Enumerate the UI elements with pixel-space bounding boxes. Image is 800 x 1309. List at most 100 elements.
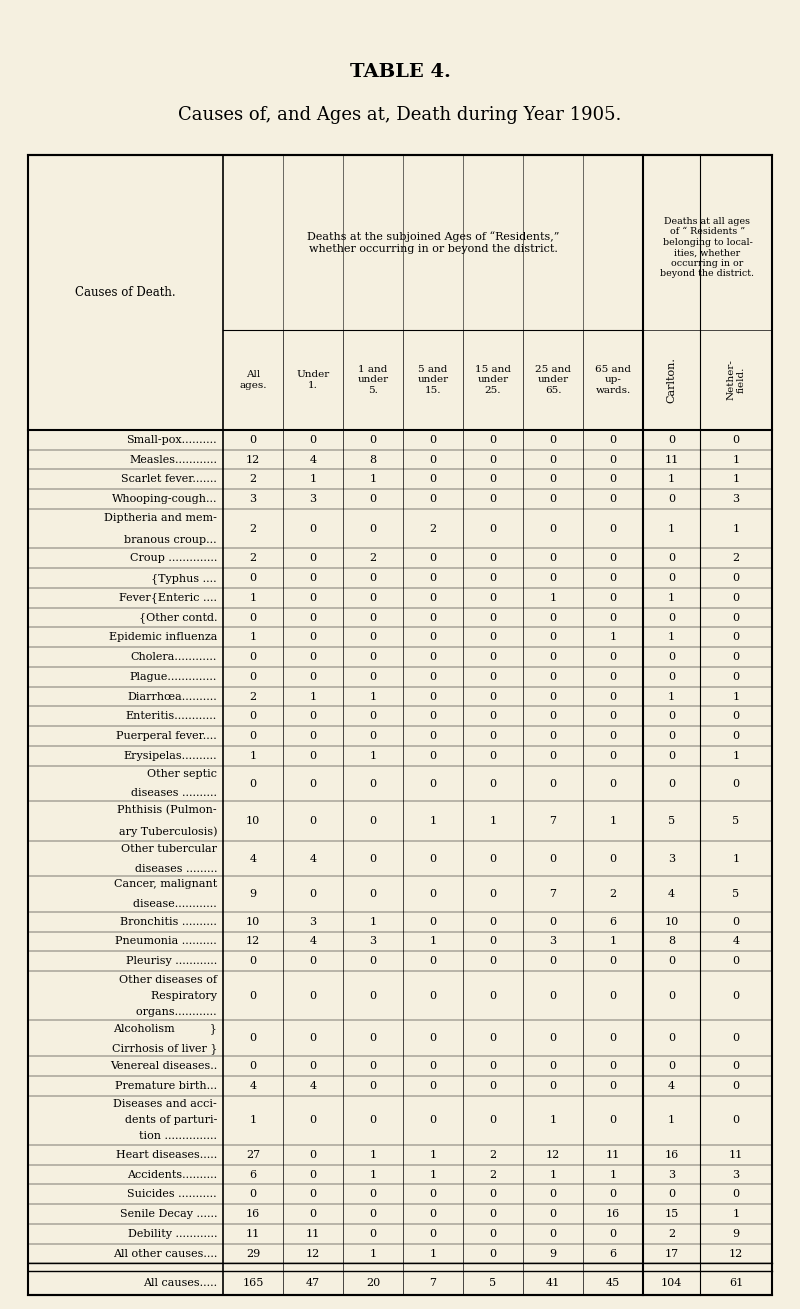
Text: 0: 0: [250, 573, 257, 583]
Text: 5: 5: [733, 816, 739, 826]
Text: 0: 0: [310, 573, 317, 583]
Text: 0: 0: [668, 554, 675, 563]
Text: 0: 0: [490, 524, 497, 534]
Text: 0: 0: [610, 554, 617, 563]
Text: 1: 1: [370, 474, 377, 484]
Text: 0: 0: [490, 751, 497, 761]
Text: 0: 0: [733, 1081, 739, 1090]
Text: 0: 0: [490, 1033, 497, 1043]
Text: 0: 0: [610, 672, 617, 682]
Text: 1: 1: [733, 524, 739, 534]
Text: 0: 0: [733, 672, 739, 682]
Text: 4: 4: [668, 889, 675, 899]
Text: 0: 0: [310, 1169, 317, 1179]
Text: 0: 0: [550, 711, 557, 721]
Text: 0: 0: [610, 454, 617, 465]
Text: 5: 5: [490, 1278, 497, 1288]
Text: 0: 0: [490, 672, 497, 682]
Text: Cirrhosis of liver }: Cirrhosis of liver }: [111, 1043, 217, 1054]
Text: 0: 0: [370, 1060, 377, 1071]
Text: 0: 0: [668, 613, 675, 623]
Text: 0: 0: [490, 652, 497, 662]
Text: 0: 0: [550, 652, 557, 662]
Text: 2: 2: [490, 1149, 497, 1160]
Text: 0: 0: [610, 1115, 617, 1126]
Text: 6: 6: [610, 1249, 617, 1258]
Text: 11: 11: [664, 454, 678, 465]
Text: 0: 0: [610, 853, 617, 864]
Text: 5: 5: [733, 889, 739, 899]
Text: Senile Decay ......: Senile Decay ......: [119, 1210, 217, 1219]
Text: Venereal diseases..: Venereal diseases..: [110, 1060, 217, 1071]
Text: 17: 17: [665, 1249, 678, 1258]
Text: 0: 0: [733, 632, 739, 643]
Text: 0: 0: [550, 474, 557, 484]
Text: 0: 0: [370, 632, 377, 643]
Text: 0: 0: [668, 732, 675, 741]
Text: 0: 0: [250, 991, 257, 1001]
Text: Erysipelas..........: Erysipelas..........: [123, 751, 217, 761]
Text: 0: 0: [668, 711, 675, 721]
Text: 0: 0: [490, 1229, 497, 1238]
Text: Small-pox..........: Small-pox..........: [126, 435, 217, 445]
Text: 1: 1: [370, 1169, 377, 1179]
Text: 0: 0: [370, 1081, 377, 1090]
Text: 0: 0: [370, 957, 377, 966]
Text: Cholera............: Cholera............: [130, 652, 217, 662]
Text: Deaths at all ages
of “ Residents ”
belonging to local-
ities, whether
occurring: Deaths at all ages of “ Residents ” belo…: [661, 217, 754, 278]
Text: 0: 0: [310, 672, 317, 682]
Text: 0: 0: [668, 1033, 675, 1043]
Text: 1: 1: [490, 816, 497, 826]
Text: 16: 16: [246, 1210, 260, 1219]
Text: 0: 0: [610, 1060, 617, 1071]
Text: 12: 12: [246, 454, 260, 465]
Text: 4: 4: [310, 1081, 317, 1090]
Text: 0: 0: [430, 1210, 437, 1219]
Text: 0: 0: [430, 711, 437, 721]
Text: 0: 0: [668, 751, 675, 761]
Text: 3: 3: [310, 493, 317, 504]
Text: Diseases and acci-: Diseases and acci-: [114, 1100, 217, 1110]
Text: 0: 0: [430, 493, 437, 504]
Text: 0: 0: [550, 435, 557, 445]
Text: 16: 16: [606, 1210, 620, 1219]
Text: 0: 0: [430, 732, 437, 741]
Text: 0: 0: [490, 632, 497, 643]
Text: 1: 1: [733, 853, 739, 864]
Text: Enteritis............: Enteritis............: [126, 711, 217, 721]
Text: 11: 11: [606, 1149, 620, 1160]
Text: 4: 4: [250, 1081, 257, 1090]
Text: Other septic: Other septic: [147, 768, 217, 779]
Text: 3: 3: [733, 493, 739, 504]
Text: 0: 0: [668, 493, 675, 504]
Text: 2: 2: [430, 524, 437, 534]
Text: 1: 1: [430, 1149, 437, 1160]
Text: 0: 0: [733, 957, 739, 966]
Text: 1: 1: [430, 1249, 437, 1258]
Text: 0: 0: [370, 1115, 377, 1126]
Text: 0: 0: [550, 1033, 557, 1043]
Text: branous croup...: branous croup...: [118, 535, 217, 545]
Text: 5: 5: [668, 816, 675, 826]
Text: 0: 0: [610, 652, 617, 662]
Text: Croup ..............: Croup ..............: [130, 554, 217, 563]
Text: 0: 0: [250, 779, 257, 788]
Text: All causes.....: All causes.....: [143, 1278, 217, 1288]
Text: 0: 0: [610, 524, 617, 534]
Text: 0: 0: [490, 916, 497, 927]
Text: 25 and
under
65.: 25 and under 65.: [535, 365, 571, 395]
Text: 1: 1: [550, 1115, 557, 1126]
Text: 0: 0: [610, 474, 617, 484]
Text: 0: 0: [610, 435, 617, 445]
Text: Epidemic influenza: Epidemic influenza: [109, 632, 217, 643]
Text: 12: 12: [306, 1249, 320, 1258]
Text: 0: 0: [490, 1060, 497, 1071]
Text: 0: 0: [610, 573, 617, 583]
Text: 12: 12: [729, 1249, 743, 1258]
Text: Diptheria and mem-: Diptheria and mem-: [104, 513, 217, 522]
Text: 0: 0: [370, 573, 377, 583]
Text: 0: 0: [550, 751, 557, 761]
Text: 0: 0: [490, 779, 497, 788]
Text: 41: 41: [546, 1278, 560, 1288]
Bar: [28, 154, 772, 1295]
